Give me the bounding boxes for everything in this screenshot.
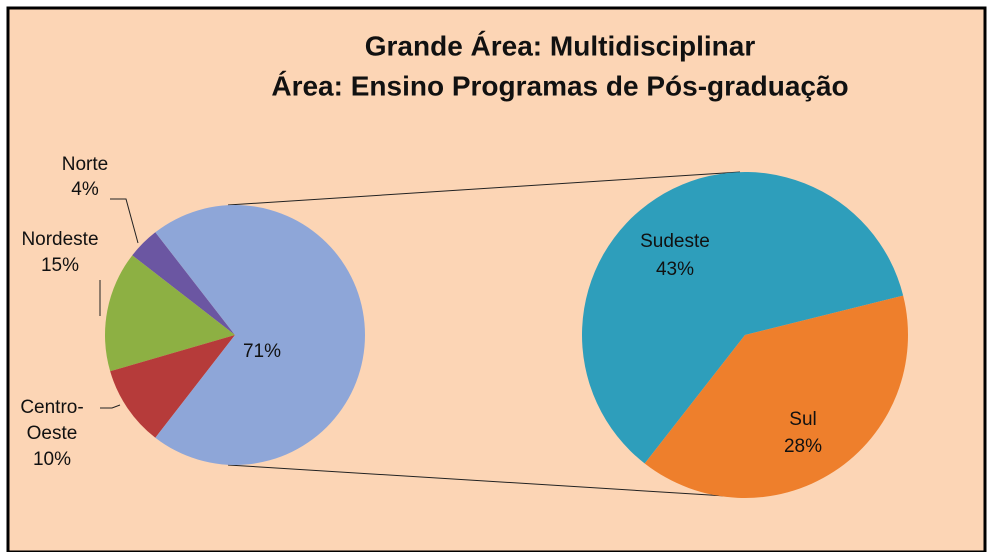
connector-line <box>227 171 741 206</box>
data-label: 10% <box>33 449 71 470</box>
chart-title: Grande Área: Multidisciplinar <box>365 30 756 61</box>
category-label: Sudeste <box>640 231 710 252</box>
connector-line <box>227 464 743 498</box>
data-label: 28% <box>784 436 822 457</box>
pie-slice <box>110 335 235 438</box>
category-label: Nordeste <box>21 229 98 250</box>
data-label: 71% <box>243 341 281 362</box>
pie-slice <box>155 204 365 465</box>
leader-line <box>100 404 121 409</box>
category-label: Norte <box>62 154 108 175</box>
category-label: Sul <box>789 409 816 430</box>
category-label: Centro-Oeste <box>20 397 83 444</box>
data-label: 4% <box>71 179 99 200</box>
pie-slice <box>104 255 235 372</box>
pie-slice <box>132 232 235 335</box>
data-label: 43% <box>656 259 694 280</box>
pie-slice <box>644 295 908 499</box>
pie-slice <box>582 172 904 464</box>
leader-line <box>110 198 139 244</box>
data-label: 15% <box>41 255 79 276</box>
chart-subtitle: Área: Ensino Programas de Pós-graduação <box>271 70 848 101</box>
